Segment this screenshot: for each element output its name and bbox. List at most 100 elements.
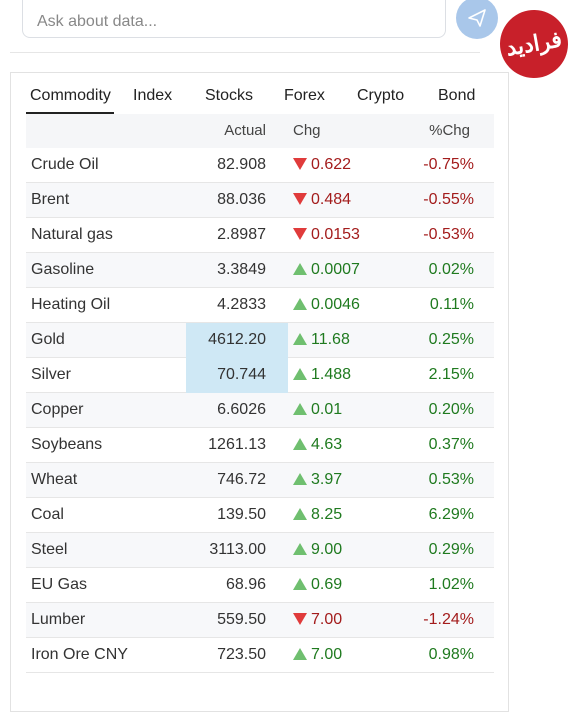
search-input[interactable]: Ask about data... xyxy=(22,0,446,38)
commodity-name: Crude Oil xyxy=(31,156,99,173)
up-arrow xyxy=(293,578,307,590)
change: 0.0046 xyxy=(311,296,360,313)
actual: 70.744 xyxy=(217,366,266,383)
up-arrow xyxy=(293,543,307,555)
table-row[interactable]: Iron Ore CNY 723.50 7.00 0.98% xyxy=(26,638,494,673)
commodity-name: Silver xyxy=(31,366,72,383)
actual: 139.50 xyxy=(217,506,266,523)
percent-change: 0.11% xyxy=(429,296,474,313)
actual: 1261.13 xyxy=(208,436,266,453)
percent-change: 6.29% xyxy=(428,506,474,523)
up-arrow xyxy=(293,438,307,450)
actual: 723.50 xyxy=(217,646,266,663)
percent-change: 0.20% xyxy=(428,401,474,418)
percent-change: 0.98% xyxy=(428,646,474,663)
up-arrow xyxy=(293,473,307,485)
column-header: %Chg xyxy=(429,122,470,139)
down-arrow xyxy=(293,228,307,240)
actual: 82.908 xyxy=(217,156,266,173)
column-header: Actual xyxy=(224,122,266,139)
send-icon xyxy=(468,9,486,27)
commodity-name: Copper xyxy=(31,401,84,418)
table-row[interactable]: Lumber 559.50 7.00 -1.24% xyxy=(26,603,494,638)
column-header: Chg xyxy=(293,122,321,139)
actual: 88.036 xyxy=(217,191,266,208)
commodity-name: Coal xyxy=(31,506,64,523)
actual: 2.8987 xyxy=(217,226,266,243)
tab[interactable]: Bond xyxy=(438,87,476,104)
commodity-name: Lumber xyxy=(31,611,86,628)
table-row[interactable]: Brent 88.036 0.484 -0.55% xyxy=(26,183,494,218)
table-row[interactable]: Steel 3113.00 9.00 0.29% xyxy=(26,533,494,568)
page: Ask about data... فرادید Commodity Index S… xyxy=(10,0,574,712)
commodity-name: Natural gas xyxy=(31,226,113,243)
actual: 4.2833 xyxy=(217,296,266,313)
change: 0.484 xyxy=(311,191,352,208)
actual: 68.96 xyxy=(225,576,266,593)
table-row[interactable]: Wheat 746.72 3.97 0.53% xyxy=(26,463,494,498)
change: 1.488 xyxy=(311,366,352,383)
table-row[interactable]: Gold 4612.20 11.68 0.25% xyxy=(26,323,494,358)
change: 0.69 xyxy=(311,576,343,593)
table-row[interactable]: Natural gas 2.8987 0.0153 -0.53% xyxy=(26,218,494,253)
actual: 6.6026 xyxy=(217,401,266,418)
percent-change: 0.53% xyxy=(428,471,474,488)
tab[interactable]: Commodity xyxy=(30,87,111,104)
change: 11.68 xyxy=(311,331,350,348)
commodity-name: Heating Oil xyxy=(31,296,111,313)
up-arrow xyxy=(293,508,307,520)
actual: 4612.20 xyxy=(208,331,266,348)
percent-change: 0.37% xyxy=(428,436,474,453)
percent-change: 0.02% xyxy=(428,261,474,278)
percent-change: -0.75% xyxy=(423,156,474,173)
up-arrow xyxy=(293,368,307,380)
percent-change: -0.55% xyxy=(423,191,474,208)
down-arrow xyxy=(293,613,307,625)
commodity-name: EU Gas xyxy=(31,576,88,593)
tab[interactable]: Forex xyxy=(284,87,325,104)
up-arrow xyxy=(293,298,307,310)
commodity-name: Soybeans xyxy=(31,436,103,453)
percent-change: 0.29% xyxy=(428,541,474,558)
table-row[interactable]: Gasoline 3.3849 0.0007 0.02% xyxy=(26,253,494,288)
table-row[interactable]: Silver 70.744 1.488 2.15% xyxy=(26,358,494,393)
change: 9.00 xyxy=(311,541,343,558)
percent-change: 1.02% xyxy=(428,576,474,593)
down-arrow xyxy=(293,158,307,170)
change: 7.00 xyxy=(311,611,343,628)
up-arrow xyxy=(293,403,307,415)
change: 7.00 xyxy=(311,646,343,663)
table-row[interactable]: Crude Oil 82.908 0.622 -0.75% xyxy=(26,148,494,183)
change: 0.0153 xyxy=(311,226,360,243)
table-row[interactable]: Coal 139.50 8.25 6.29% xyxy=(26,498,494,533)
up-arrow xyxy=(293,333,307,345)
table-row[interactable]: EU Gas 68.96 0.69 1.02% xyxy=(26,568,494,603)
actual: 559.50 xyxy=(217,611,266,628)
commodity-name: Gold xyxy=(31,331,65,348)
tab[interactable]: Index xyxy=(133,87,173,104)
change: 0.01 xyxy=(311,401,343,418)
actual: 3113.00 xyxy=(209,541,266,558)
commodity-name: Wheat xyxy=(31,471,78,488)
percent-change: -1.24% xyxy=(423,611,474,628)
send-button[interactable] xyxy=(456,0,498,39)
percent-change: -0.53% xyxy=(423,226,474,243)
placeholder: Ask about data... xyxy=(37,13,158,30)
table-row[interactable]: Copper 6.6026 0.01 0.20% xyxy=(26,393,494,428)
tab[interactable]: Crypto xyxy=(357,87,405,104)
change: 4.63 xyxy=(311,436,343,453)
percent-change: 2.15% xyxy=(428,366,474,383)
up-arrow xyxy=(293,648,307,660)
table-row[interactable]: Heating Oil 4.2833 0.0046 0.11% xyxy=(26,288,494,323)
header-row: Actual Chg %Chg xyxy=(26,114,494,149)
active-tab-underline xyxy=(26,112,114,114)
table-row[interactable]: Soybeans 1261.13 4.63 0.37% xyxy=(26,428,494,463)
percent-change: 0.25% xyxy=(428,331,474,348)
change: 8.25 xyxy=(311,506,343,523)
tab[interactable]: Stocks xyxy=(205,87,254,104)
commodity-name: Steel xyxy=(31,541,68,558)
change: 0.622 xyxy=(311,156,352,173)
commodity-name: Brent xyxy=(31,191,70,208)
actual: 746.72 xyxy=(217,471,266,488)
down-arrow xyxy=(293,193,307,205)
